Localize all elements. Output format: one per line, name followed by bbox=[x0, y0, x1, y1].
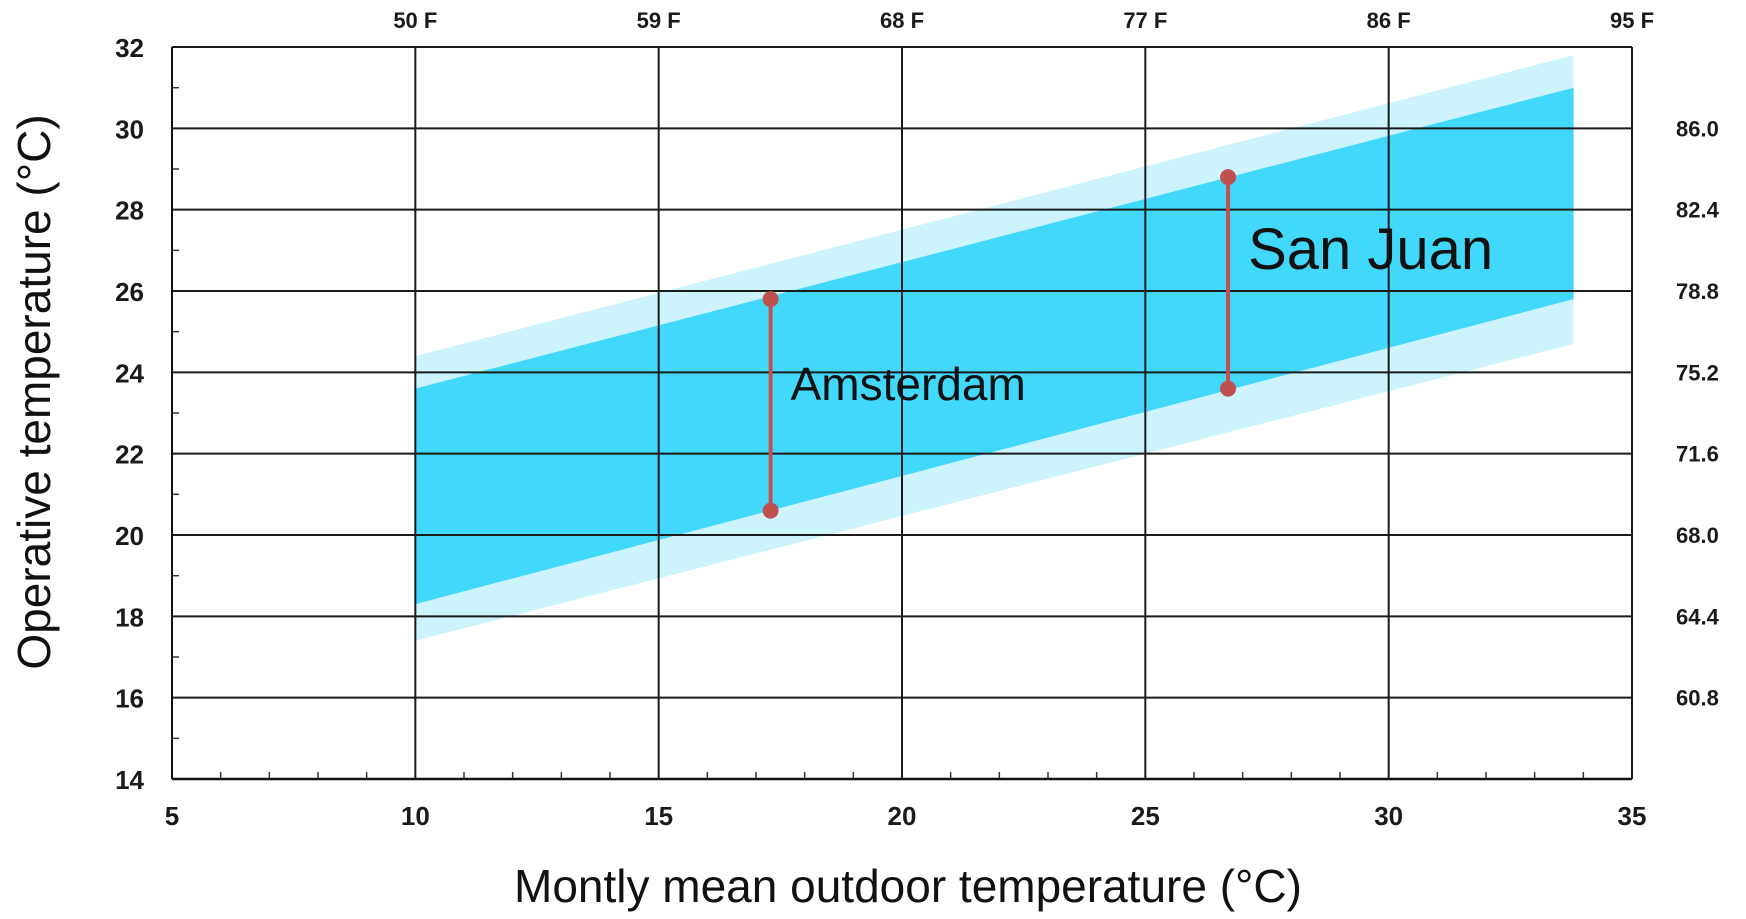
amsterdam-lower-point bbox=[762, 502, 779, 519]
right-axis-tick-label: 68.0 bbox=[1676, 523, 1719, 548]
y-tick-label: 18 bbox=[115, 602, 144, 632]
y-tick-label: 16 bbox=[115, 684, 144, 714]
y-tick-label: 24 bbox=[115, 358, 144, 388]
top-axis-tick-label: 77 F bbox=[1123, 8, 1167, 33]
y-tick-label: 20 bbox=[115, 521, 144, 551]
y-tick-label: 26 bbox=[115, 277, 144, 307]
top-axis-tick-label: 68 F bbox=[880, 8, 924, 33]
y-tick-label: 14 bbox=[115, 765, 144, 795]
right-axis-tick-label: 86.0 bbox=[1676, 116, 1719, 141]
x-tick-label: 10 bbox=[401, 801, 430, 831]
right-axis-tick-label: 75.2 bbox=[1676, 360, 1719, 385]
top-axis-tick-label: 50 F bbox=[393, 8, 437, 33]
comfort-band-2 bbox=[415, 87, 1574, 605]
amsterdam-label: Amsterdam bbox=[791, 358, 1026, 410]
x-tick-label: 15 bbox=[644, 801, 673, 831]
top-axis-ticks: 50 F 59 F 68 F 77 F 86 F 95 F bbox=[393, 8, 1654, 33]
x-axis-title: Montly mean outdoor temperature (°C) bbox=[514, 860, 1302, 912]
right-axis-tick-label: 82.4 bbox=[1676, 198, 1720, 223]
comfort-bands bbox=[415, 55, 1574, 641]
y-tick-label: 30 bbox=[115, 114, 144, 144]
san-juan-label: San Juan bbox=[1248, 217, 1493, 282]
top-axis-tick-label: 59 F bbox=[637, 8, 681, 33]
top-axis-tick-label: 95 F bbox=[1610, 8, 1654, 33]
amsterdam-upper-point bbox=[762, 291, 779, 308]
y-tick-label: 22 bbox=[115, 440, 144, 470]
san-juan-lower-point bbox=[1220, 380, 1237, 397]
right-axis-ticks: 86.0 82.4 78.8 75.2 71.6 68.0 64.4 60.8 bbox=[1676, 116, 1720, 710]
x-tick-label: 5 bbox=[165, 801, 179, 831]
right-axis-tick-label: 71.6 bbox=[1676, 442, 1719, 467]
y-axis-ticks: 14 16 18 20 22 24 26 28 30 32 bbox=[115, 33, 144, 795]
right-axis-tick-label: 64.4 bbox=[1676, 604, 1720, 629]
x-axis-ticks: 5 10 15 20 25 30 35 bbox=[165, 801, 1647, 831]
x-tick-label: 25 bbox=[1131, 801, 1160, 831]
y-axis-title: Operative temperature (°C) bbox=[8, 114, 60, 669]
y-tick-label: 32 bbox=[115, 33, 144, 63]
right-axis-tick-label: 78.8 bbox=[1676, 279, 1719, 304]
y-tick-label: 28 bbox=[115, 196, 144, 226]
grid-lines bbox=[171, 46, 1633, 781]
san-juan-upper-point bbox=[1220, 169, 1237, 186]
top-axis-tick-label: 86 F bbox=[1367, 8, 1411, 33]
x-tick-label: 30 bbox=[1374, 801, 1403, 831]
x-tick-label: 20 bbox=[888, 801, 917, 831]
x-tick-label: 35 bbox=[1618, 801, 1647, 831]
right-axis-tick-label: 60.8 bbox=[1676, 686, 1719, 711]
city-ranges: Amsterdam San Juan bbox=[762, 169, 1493, 519]
